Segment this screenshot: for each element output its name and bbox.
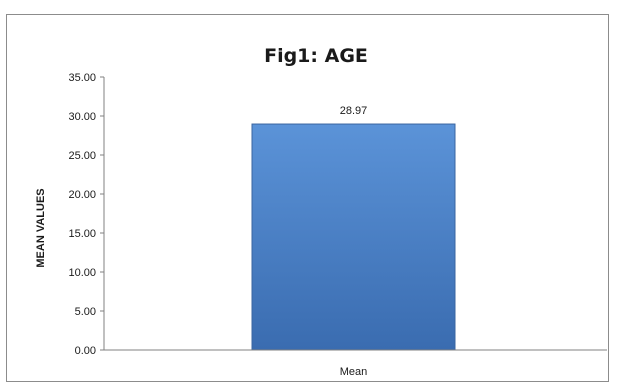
y-tick-label: 35.00: [68, 72, 96, 84]
y-tick-label: 10.00: [68, 267, 96, 279]
bar-data-label: 28.97: [340, 105, 368, 117]
y-tick-label: 5.00: [75, 306, 96, 318]
y-tick-label: 25.00: [68, 150, 96, 162]
y-tick-label: 0.00: [75, 345, 96, 357]
y-tick-label: 15.00: [68, 228, 96, 240]
y-axis-label: MEAN VALUES: [35, 188, 47, 267]
x-tick-label: Mean: [340, 366, 368, 378]
bar: [251, 123, 456, 351]
y-tick-label: 30.00: [68, 111, 96, 123]
y-tick-label: 20.00: [68, 189, 96, 201]
chart-title: Fig1: AGE: [264, 45, 368, 67]
